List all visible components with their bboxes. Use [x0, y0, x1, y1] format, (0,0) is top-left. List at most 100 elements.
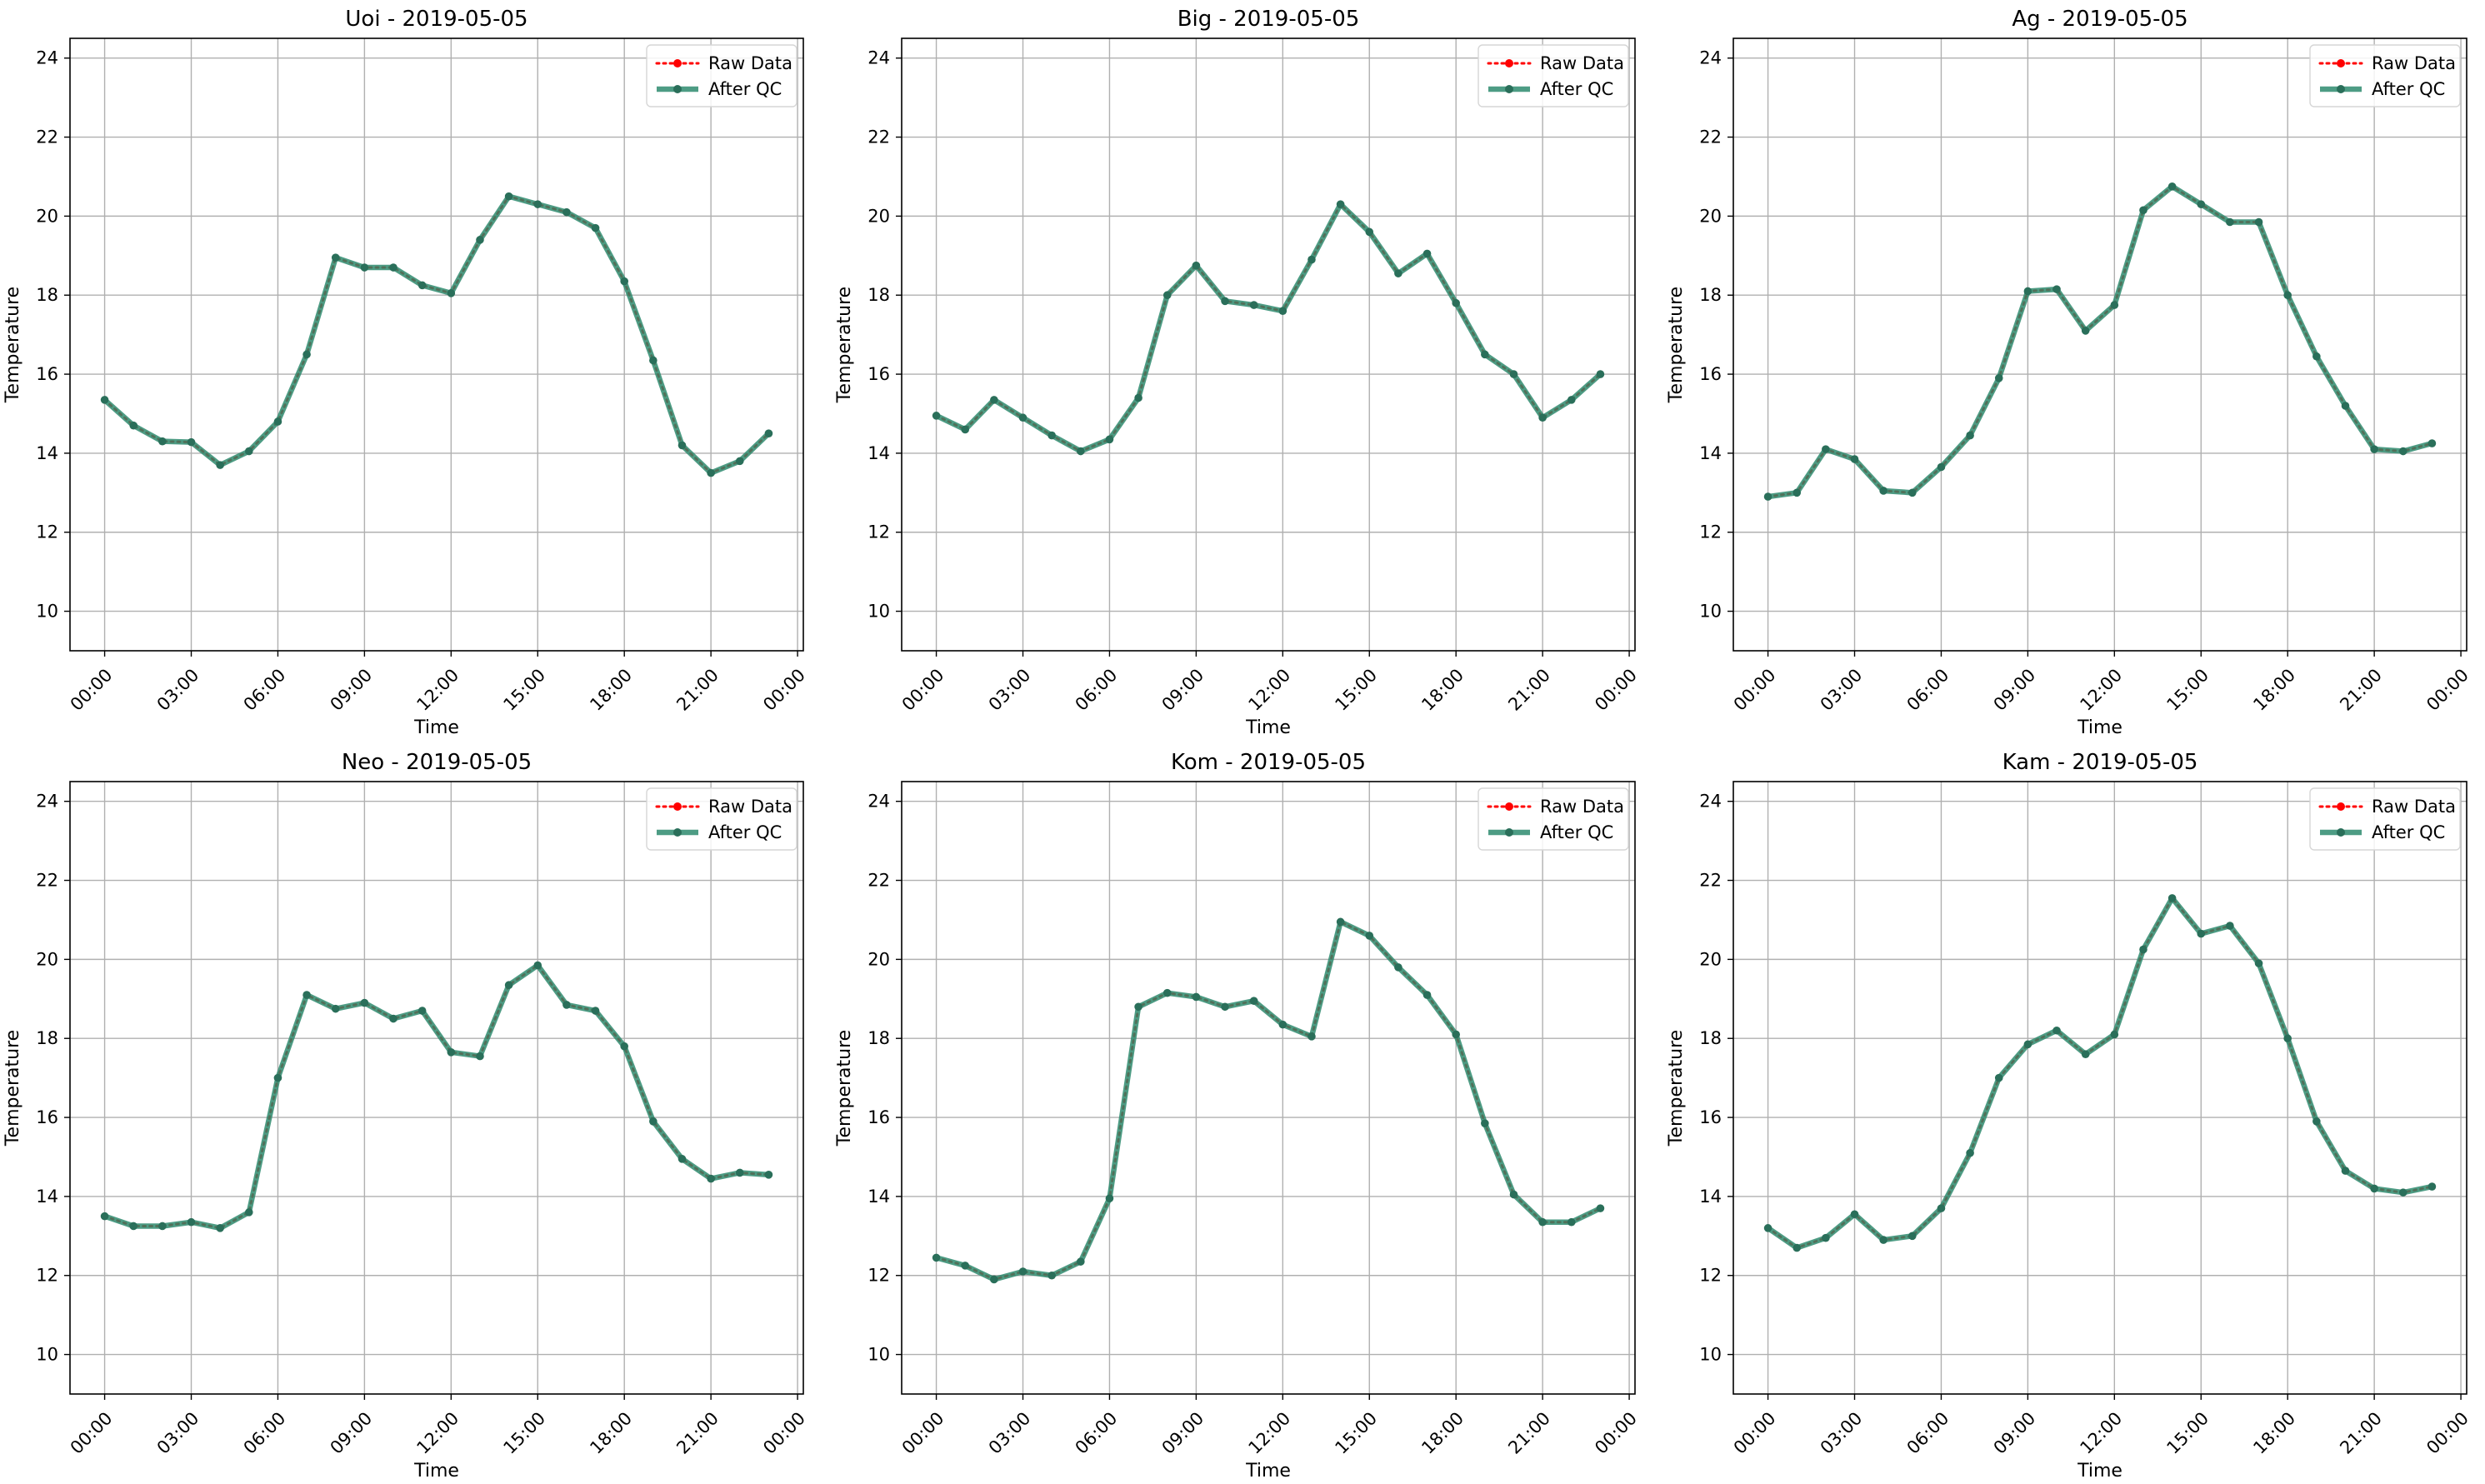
- x-tick-label: 18:00: [586, 1408, 636, 1458]
- plot-area: [1733, 38, 2467, 651]
- subplot-5: 10 12 14 16 18 20 22 24 00:00 03:00 06:00 09:00 12:0…: [834, 750, 1641, 1482]
- qc-point: [591, 1007, 600, 1015]
- qc-point: [1908, 1232, 1917, 1241]
- qc-point: [1134, 393, 1142, 402]
- x-tick-label: 00:00: [2422, 665, 2472, 715]
- qc-point: [2254, 959, 2263, 967]
- subplot-title: Big - 2019-05-05: [1178, 7, 1360, 32]
- qc-point: [245, 1208, 253, 1217]
- qc-point: [533, 961, 542, 970]
- qc-point: [2023, 287, 2032, 296]
- qc-point: [764, 1171, 773, 1179]
- x-tick-label: 12:00: [2076, 1408, 2126, 1458]
- x-tick-label: 12:00: [412, 1408, 462, 1458]
- qc-point: [1908, 488, 1917, 497]
- qc-point: [1538, 1217, 1547, 1227]
- x-tick-label: 18:00: [2249, 1408, 2299, 1458]
- qc-point: [1763, 492, 1772, 501]
- x-tick-label: 03:00: [153, 1408, 203, 1458]
- legend: Raw Data After QC: [1478, 44, 1629, 107]
- qc-point: [1077, 1257, 1085, 1266]
- x-tick-label: 09:00: [1990, 1408, 2040, 1458]
- qc-point: [1509, 1190, 1518, 1199]
- x-tick-label: 03:00: [1817, 665, 1867, 715]
- y-tick-label: 14: [36, 1187, 58, 1207]
- qc-point: [1422, 249, 1432, 258]
- x-tick-label: 06:00: [1903, 1408, 1953, 1458]
- x-tick-label: 00:00: [759, 665, 809, 715]
- axes-frame: [1732, 781, 2468, 1395]
- y-axis-label: Temperature: [2, 287, 23, 403]
- y-tick-label: 10: [1699, 602, 1722, 622]
- qc-point: [2370, 1184, 2378, 1193]
- y-tick-label: 12: [1699, 1266, 1722, 1286]
- x-tick-label: 03:00: [153, 665, 203, 715]
- qc-point: [187, 1217, 196, 1227]
- qc-point: [1221, 297, 1229, 306]
- x-tick-label: 09:00: [1990, 665, 2040, 715]
- qc-point: [302, 991, 311, 999]
- qc-point: [591, 223, 600, 232]
- qc-point: [129, 1222, 138, 1231]
- qc-point: [1994, 374, 2003, 382]
- qc-point: [1018, 1267, 1028, 1276]
- qc-point: [1596, 1204, 1605, 1212]
- qc-point: [2168, 894, 2177, 902]
- x-tick-label: 06:00: [240, 665, 290, 715]
- x-axis-label: Time: [413, 717, 459, 738]
- x-tick-label: 15:00: [499, 1408, 549, 1458]
- qc-point: [1394, 269, 1402, 277]
- qc-point: [2254, 217, 2263, 227]
- qc-point: [447, 1048, 456, 1057]
- legend-raw-label: Raw Data: [1540, 797, 1624, 817]
- plot-area: [70, 782, 803, 1394]
- axes-frame: [901, 37, 1636, 652]
- x-tick-label: 03:00: [1817, 1408, 1867, 1458]
- subplot-title: Kom - 2019-05-05: [1171, 750, 1366, 775]
- y-tick-label: 16: [1699, 364, 1722, 384]
- qc-point: [2226, 922, 2234, 930]
- x-tick-label: 00:00: [759, 1408, 809, 1458]
- y-tick-label: 12: [36, 522, 58, 542]
- qc-point: [1162, 988, 1172, 997]
- qc-point: [533, 200, 542, 208]
- qc-point: [158, 1222, 167, 1231]
- series-raw-overlay: [1768, 897, 2432, 1249]
- y-tick-label: 12: [868, 1266, 890, 1286]
- legend-qc-label: After QC: [2372, 822, 2445, 842]
- y-tick-label: 18: [1699, 1028, 1722, 1048]
- qc-point: [389, 263, 398, 272]
- x-tick-label: 00:00: [1730, 665, 1780, 715]
- plot-area: [902, 38, 1635, 651]
- qc-point: [1966, 431, 1974, 440]
- x-tick-label: 15:00: [1331, 665, 1381, 715]
- qc-point: [1278, 1020, 1288, 1029]
- qc-point: [1134, 1002, 1142, 1012]
- qc-point: [620, 1042, 628, 1051]
- qc-point: [389, 1014, 398, 1023]
- x-tick-label: 06:00: [1903, 665, 1953, 715]
- subplot-title: Kam - 2019-05-05: [2002, 750, 2198, 775]
- y-tick-label: 20: [1699, 206, 1722, 226]
- qc-point: [2283, 1034, 2292, 1043]
- subplot-4: 10 12 14 16 18 20 22 24 00:00 03:00 06:00 09:00 12:0…: [2, 750, 809, 1482]
- qc-point: [1538, 413, 1547, 422]
- y-tick-label: 14: [868, 1187, 890, 1207]
- y-tick-label: 10: [36, 1345, 58, 1365]
- qc-point: [504, 981, 513, 990]
- legend-qc-marker: [1505, 828, 1513, 837]
- x-tick-label: 09:00: [1158, 1408, 1208, 1458]
- qc-point: [447, 289, 456, 297]
- x-tick-label: 09:00: [327, 665, 377, 715]
- series-raw-overlay: [103, 195, 770, 474]
- legend-qc-marker: [673, 828, 682, 837]
- qc-point: [1336, 917, 1345, 927]
- qc-point: [1567, 396, 1576, 404]
- qc-point: [2226, 217, 2234, 227]
- qc-point: [360, 263, 369, 272]
- x-tick-label: 15:00: [2162, 665, 2212, 715]
- qc-point: [2312, 1117, 2321, 1126]
- y-tick-label: 20: [1699, 949, 1722, 969]
- qc-point: [2139, 206, 2148, 215]
- qc-point: [418, 1007, 427, 1015]
